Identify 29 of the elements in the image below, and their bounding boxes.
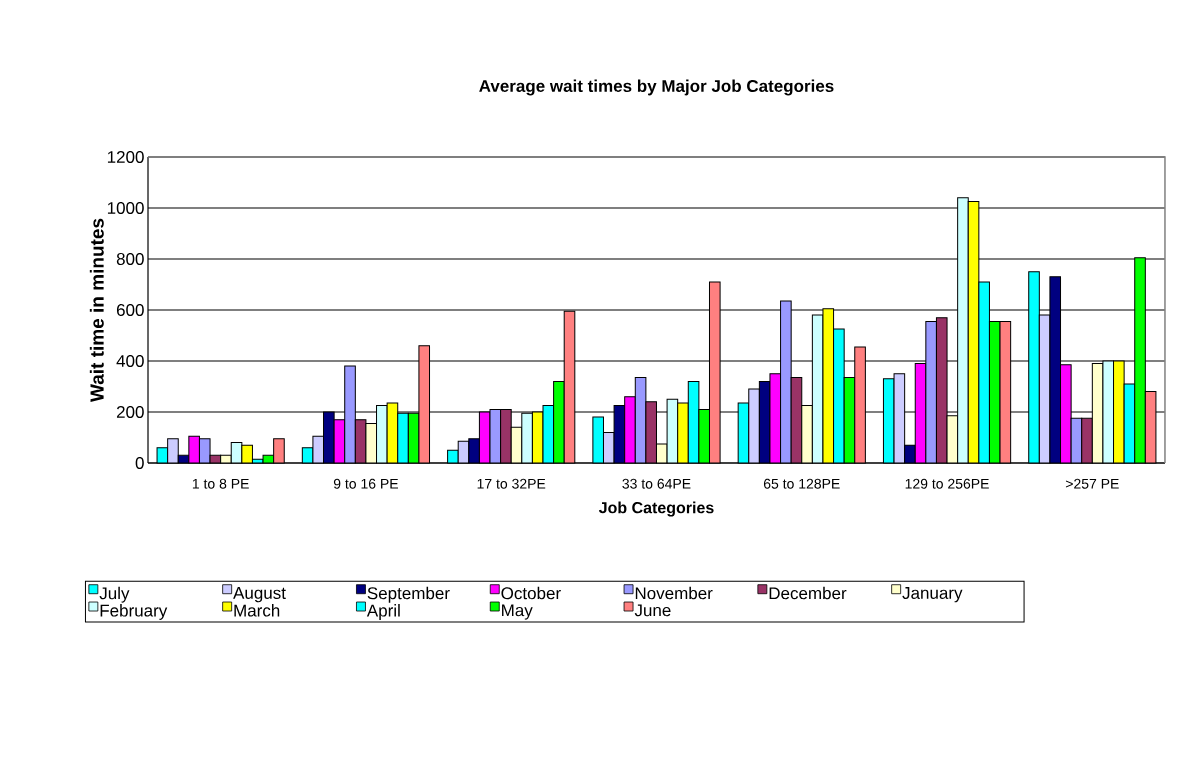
legend-label: December [769,586,847,600]
legend-label: June [634,604,671,617]
legend-label: August [233,587,286,603]
legend-label: March [234,604,280,617]
x-tick-label: 65 to 128PE [763,478,840,489]
y-tick-label: 1000 [107,201,144,215]
y-tick-label: 0 [135,456,144,470]
x-tick-label: 17 to 32PE [477,478,546,489]
x-axis-title: Job Categories [598,501,714,517]
x-tick-label: 1 to 8 PE [192,478,249,489]
y-tick-label: 1200 [107,150,144,164]
legend-label: February [100,604,168,620]
x-tick-label: 33 to 64PE [622,478,691,489]
legend-label: September [367,586,450,603]
legend-label: April [366,604,400,620]
legend-label: January [902,587,963,603]
chart-title: Average wait times by Major Job Categories [479,79,834,96]
legend-label: July [99,586,130,603]
x-tick-label: >257 PE [1065,478,1119,489]
legend-label: November [635,586,713,600]
y-tick-label: 800 [116,252,144,266]
y-tick-label: 400 [116,354,144,368]
x-tick-label: 9 to 16 PE [333,478,398,489]
y-axis-title: Wait time in minutes [89,218,104,402]
legend-label: May [502,604,533,620]
legend-label: October [501,586,561,600]
y-tick-label: 600 [116,303,144,317]
y-tick-label: 200 [116,405,144,419]
x-tick-label: 129 to 256PE [905,478,989,489]
